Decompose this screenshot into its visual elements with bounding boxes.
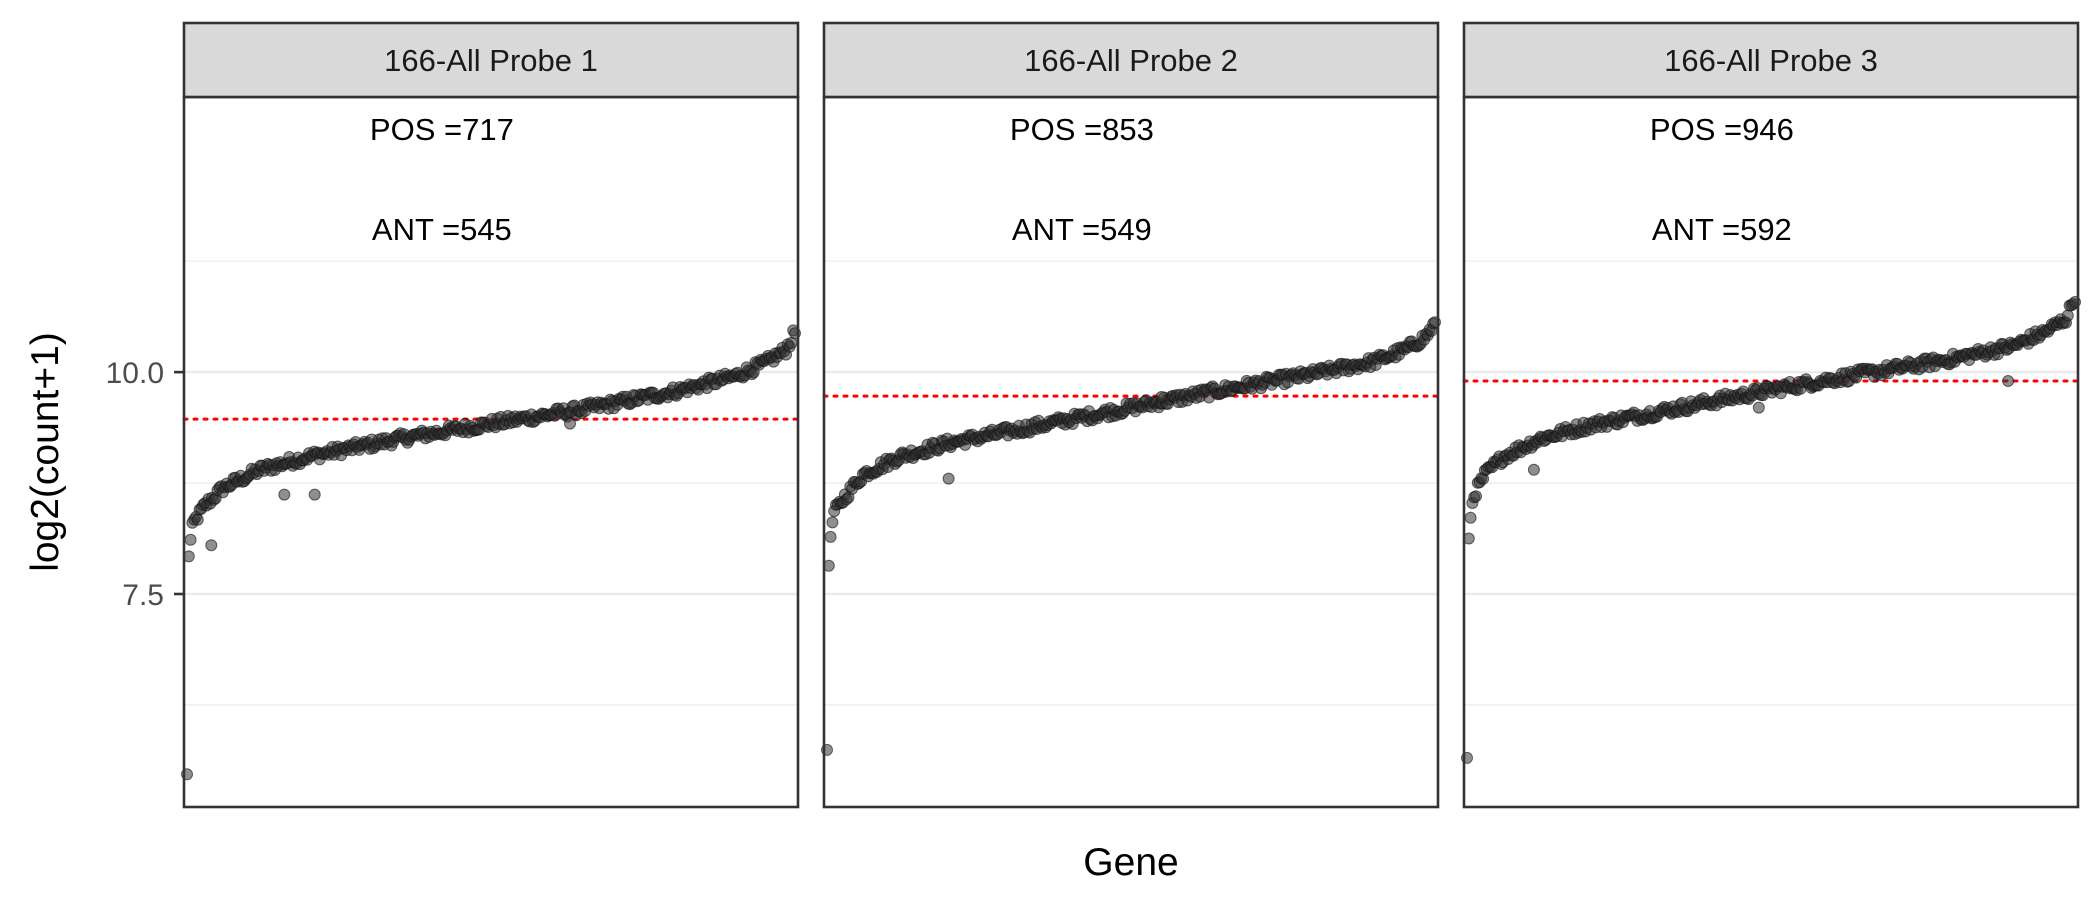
- facet-strip: [182, 21, 800, 99]
- panel-background: [184, 97, 798, 807]
- annotation-pos: POS =946: [1650, 112, 1794, 147]
- y-tick-label: 7.5: [122, 579, 164, 612]
- data-point: [308, 488, 321, 501]
- annotation-pos: POS =853: [1010, 112, 1154, 147]
- facet-strip-label: 166-All Probe 1: [384, 43, 598, 78]
- data-point: [205, 539, 218, 552]
- data-point: [564, 417, 576, 430]
- facet-strip-label: 166-All Probe 3: [1664, 43, 1878, 78]
- facet-strip: [1462, 21, 2080, 99]
- data-point: [824, 530, 837, 543]
- annotation-ant: ANT =592: [1652, 212, 1792, 247]
- panel-background: [1464, 97, 2078, 807]
- data-point: [1752, 401, 1765, 414]
- data-point: [1155, 391, 1168, 403]
- data-point: [1470, 490, 1482, 503]
- data-point: [1464, 511, 1477, 524]
- y-axis-title: log2(count+1): [24, 332, 67, 572]
- annotation-ant: ANT =549: [1012, 212, 1152, 247]
- annotation-pos: POS =717: [370, 112, 514, 147]
- data-point: [942, 472, 955, 485]
- data-point: [278, 488, 291, 501]
- data-point: [1527, 463, 1540, 476]
- y-tick-label: 10.0: [106, 357, 164, 390]
- facet-strip: [822, 21, 1440, 99]
- facet-strip-label: 166-All Probe 2: [1024, 43, 1238, 78]
- data-point: [2002, 375, 2015, 387]
- data-point: [184, 533, 197, 546]
- data-point: [191, 513, 204, 526]
- data-point: [826, 516, 839, 529]
- data-point: [2061, 309, 2074, 322]
- x-axis-title: Gene: [1083, 841, 1178, 884]
- annotation-ant: ANT =545: [372, 212, 512, 247]
